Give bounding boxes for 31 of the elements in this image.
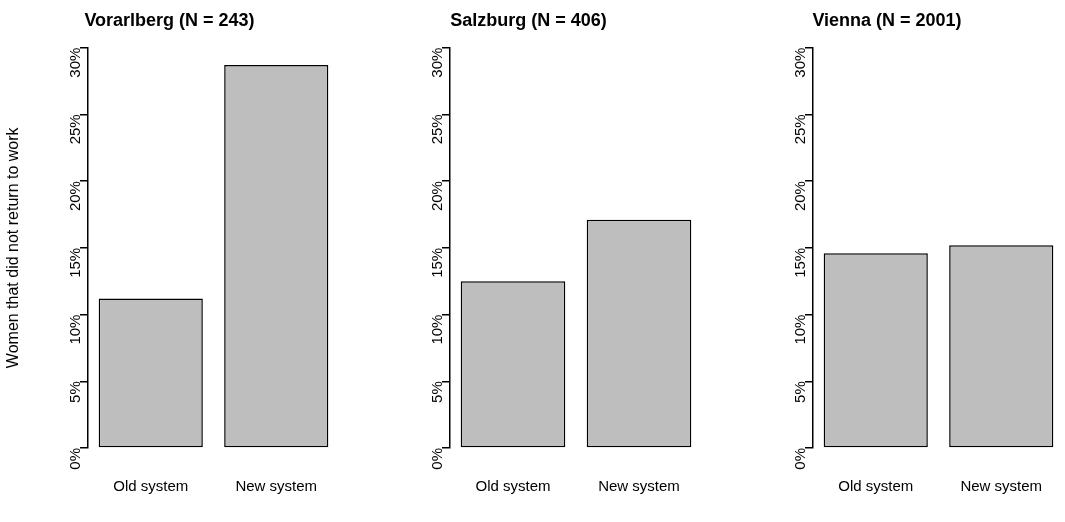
y-tick-label: 15% bbox=[428, 247, 446, 278]
y-tick-label: 10% bbox=[428, 314, 446, 345]
x-tick-label: Old system bbox=[475, 477, 551, 495]
x-tick-label: New system bbox=[235, 477, 318, 495]
chart-title: Salzburg (N = 406) bbox=[450, 9, 607, 30]
y-tick-label: 5% bbox=[66, 381, 84, 403]
x-tick-label: Old system bbox=[113, 477, 189, 495]
chart-title: Vienna (N = 2001) bbox=[812, 9, 962, 30]
y-tick-label: 25% bbox=[66, 114, 84, 145]
chart-title: Vorarlberg (N = 243) bbox=[84, 9, 255, 30]
y-tick-label: 5% bbox=[428, 381, 446, 403]
y-tick-label: 0% bbox=[66, 448, 84, 470]
y-tick-label: 15% bbox=[66, 247, 84, 278]
y-tick-label: 20% bbox=[791, 181, 809, 212]
y-tick-label: 30% bbox=[66, 47, 84, 78]
x-tick-label: New system bbox=[960, 477, 1043, 495]
x-tick-label: New system bbox=[598, 477, 680, 495]
y-tick-label: 10% bbox=[66, 314, 84, 345]
y-tick-label: 0% bbox=[428, 448, 446, 470]
y-tick-label: 15% bbox=[791, 247, 809, 278]
y-tick-label: 20% bbox=[66, 181, 84, 212]
y-tick-label: 25% bbox=[428, 114, 446, 145]
y-tick-label: 30% bbox=[428, 47, 446, 78]
y-tick-label: 10% bbox=[791, 314, 809, 345]
y-tick-label: 30% bbox=[791, 47, 809, 78]
y-axis-title: Women that did not return to work bbox=[4, 126, 22, 369]
y-tick-label: 5% bbox=[791, 381, 809, 403]
y-tick-label: 20% bbox=[428, 181, 446, 212]
y-tick-label: 25% bbox=[791, 114, 809, 145]
x-tick-label: Old system bbox=[838, 477, 914, 495]
y-tick-label: 0% bbox=[791, 448, 809, 470]
